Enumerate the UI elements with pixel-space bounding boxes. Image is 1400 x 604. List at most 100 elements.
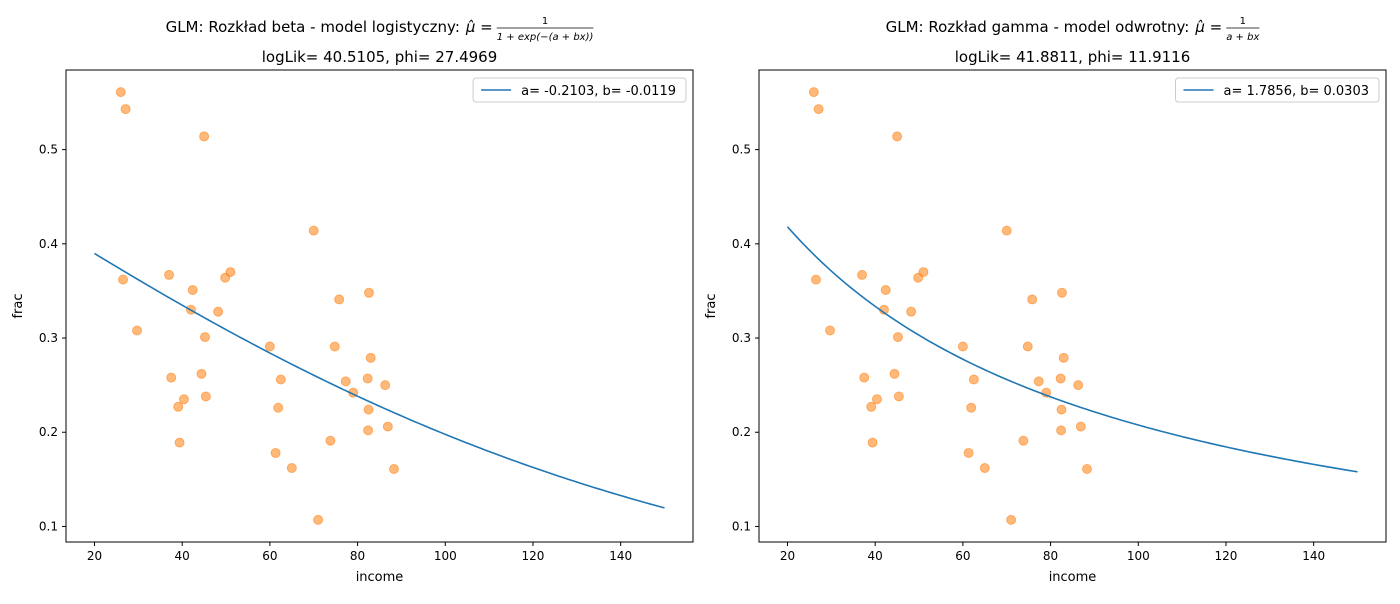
legend: a= 1.7856, b= 0.0303 (1174, 77, 1380, 103)
scatter-point (362, 373, 373, 384)
y-tick-label: 0.2 (39, 425, 58, 439)
scatter-point (889, 368, 900, 379)
scatter-point (286, 463, 297, 474)
scatter-point (196, 368, 207, 379)
x-tick-label: 40 (175, 549, 190, 563)
scatter-point (966, 402, 977, 413)
scatter-point (1058, 352, 1069, 363)
plot-area-frame (65, 69, 694, 543)
scatter-point (365, 352, 376, 363)
scatter-point (813, 104, 824, 115)
fitted-curve (94, 252, 665, 509)
scatter-point (811, 274, 821, 285)
scatter-point (275, 374, 286, 385)
scatter-point (308, 225, 319, 236)
y-tick-label: 0.3 (39, 331, 58, 345)
y-tick-label: 0.3 (732, 331, 751, 345)
scatter-point (132, 325, 143, 336)
y-tick-label: 0.4 (732, 237, 751, 251)
y-tick-label: 0.5 (732, 143, 751, 157)
formula-denominator: a + bx (1226, 32, 1259, 43)
scatter-point (893, 391, 904, 402)
scatter-point (166, 372, 177, 383)
scatter-point (859, 372, 870, 383)
scatter-point (871, 394, 882, 405)
scatter-point (1075, 421, 1086, 432)
chart-panel-2: GLM: Rozkład gamma - model odwrotny: μ̂ =… (704, 16, 1387, 585)
y-axis-label: frac (704, 293, 719, 318)
scatter-point (979, 463, 990, 474)
scatter-point (918, 267, 929, 278)
scatter-point (1081, 463, 1092, 474)
scatter-point (1056, 425, 1067, 436)
formula-numerator: 1 (1240, 16, 1246, 27)
scatter-point (867, 437, 878, 448)
scatter-point (363, 287, 374, 298)
scatter-point (388, 463, 399, 474)
scatter-point (1018, 435, 1029, 446)
scatter-point (213, 306, 224, 317)
x-tick-label: 20 (780, 549, 795, 563)
scatter-point (115, 87, 126, 98)
scatter-point (173, 401, 184, 412)
scatter-point (273, 402, 284, 413)
legend-label: a= -0.2103, b= -0.0119 (521, 84, 676, 99)
scatter-point (329, 341, 340, 352)
scatter-point (1073, 380, 1084, 391)
scatter-point (199, 332, 210, 343)
scatter-point (118, 274, 128, 285)
scatter-point (225, 267, 236, 278)
scatter-point (1001, 225, 1012, 236)
scatter-point (325, 435, 336, 446)
scatter-point (866, 401, 877, 412)
y-tick-label: 0.4 (39, 237, 58, 251)
fitted-curve (786, 226, 1358, 473)
y-tick-label: 0.2 (732, 425, 751, 439)
x-tick-label: 60 (955, 549, 970, 563)
scatter-point (382, 421, 393, 432)
scatter-point (200, 391, 211, 402)
scatter-point (1056, 287, 1067, 298)
chart-panel-1: GLM: Rozkład beta - model logistyczny: μ̂… (11, 16, 694, 585)
x-axis-label: income (356, 570, 404, 585)
scatter-point (892, 131, 903, 142)
chart-subtitle: logLik= 40.5105, phi= 27.4969 (262, 48, 498, 66)
scatter-point (264, 341, 275, 352)
chart-subtitle: logLik= 41.8811, phi= 11.9116 (955, 48, 1191, 66)
formula-lhs: μ̂ = (465, 18, 493, 36)
x-tick-label: 120 (522, 549, 545, 563)
scatter-point (363, 404, 374, 415)
scatter-point (892, 332, 903, 343)
scatter-point (825, 325, 836, 336)
y-tick-label: 0.1 (732, 519, 751, 533)
scatter-point (857, 269, 868, 280)
scatter-point (270, 447, 281, 458)
x-tick-label: 120 (1215, 549, 1238, 563)
y-tick-label: 0.5 (39, 143, 58, 157)
scatter-point (174, 437, 185, 448)
scatter-point (363, 425, 374, 436)
chart-title-text: GLM: Rozkład gamma - model odwrotny: (886, 18, 1190, 36)
x-tick-label: 20 (87, 549, 102, 563)
chart-title: GLM: Rozkład beta - model logistyczny: μ̂… (166, 16, 594, 43)
formula-denominator: 1 + exp(−(a + bx)) (497, 32, 594, 43)
scatter-point (1022, 341, 1033, 352)
scatter-point (380, 380, 391, 391)
scatter-point (199, 131, 210, 142)
scatter-point (1006, 514, 1017, 525)
scatter-point (968, 374, 979, 385)
scatter-point (1056, 404, 1067, 415)
formula-numerator: 1 (542, 16, 548, 27)
scatter-point (1055, 373, 1066, 384)
y-axis-label: frac (11, 293, 26, 318)
scatter-point (963, 447, 974, 458)
x-tick-label: 140 (609, 549, 632, 563)
x-tick-label: 80 (1043, 549, 1058, 563)
legend-box (1174, 77, 1380, 103)
plot-area-frame (758, 69, 1387, 543)
x-tick-label: 100 (1127, 549, 1150, 563)
scatter-point (808, 87, 819, 98)
x-tick-label: 140 (1302, 549, 1325, 563)
